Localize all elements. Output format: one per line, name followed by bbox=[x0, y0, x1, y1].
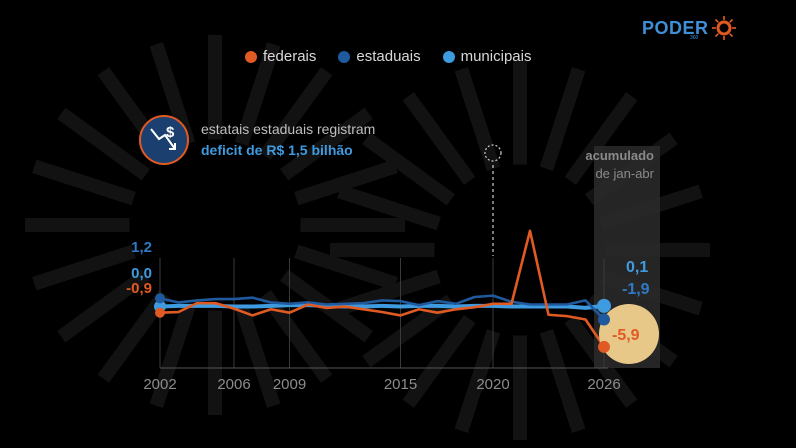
background-ray-1-13 bbox=[402, 92, 476, 185]
background-ray-0-6 bbox=[149, 304, 196, 408]
end-point-estaduais bbox=[598, 313, 610, 326]
legend-dot bbox=[245, 50, 257, 63]
x-tick-2009: 2009 bbox=[273, 376, 306, 393]
start-label-federais: -0,9 bbox=[126, 280, 152, 297]
legend-item-municipais: municipais bbox=[442, 48, 532, 65]
background-ray-1-4 bbox=[539, 329, 586, 433]
dollar-down-icon: $ bbox=[139, 115, 189, 165]
period-label: acumulado de jan-abr bbox=[585, 147, 654, 183]
start-label-estaduais: 1,2 bbox=[131, 239, 152, 256]
legend-item-federais: federais bbox=[245, 48, 316, 65]
legend: federais estaduais municipais bbox=[245, 48, 531, 65]
x-tick-2020: 2020 bbox=[476, 376, 509, 393]
end-label-municipais: 0,1 bbox=[626, 259, 648, 276]
background-ray-0-3 bbox=[259, 290, 333, 383]
background-ray-0-18 bbox=[280, 107, 373, 181]
sun-icon bbox=[711, 16, 736, 40]
background-ray-0-9 bbox=[32, 244, 136, 291]
background-ray-0-1 bbox=[294, 244, 398, 291]
svg-text:$: $ bbox=[166, 124, 175, 141]
background-ray-1-12 bbox=[362, 132, 455, 206]
callout-line2: deficit de R$ 1,5 bilhão bbox=[201, 142, 353, 158]
end-point-federais bbox=[598, 340, 610, 353]
start-point-estaduais bbox=[155, 293, 165, 304]
end-point-municipais bbox=[597, 298, 611, 313]
legend-dot bbox=[338, 50, 351, 63]
background-ray-0-16 bbox=[234, 42, 281, 146]
background-ray-1-17 bbox=[564, 92, 638, 185]
background-ray-1-14 bbox=[454, 67, 501, 171]
background-ray-1-7 bbox=[402, 315, 476, 408]
background-ray-0-12 bbox=[57, 107, 150, 181]
virus-icon bbox=[484, 144, 502, 162]
background-ray-1-11 bbox=[337, 184, 441, 231]
background-ray-0-11 bbox=[32, 159, 136, 206]
callout-line1: estatais estaduais registram bbox=[201, 121, 376, 137]
end-label-estaduais: -1,9 bbox=[622, 281, 650, 298]
series-line-municipais bbox=[159, 303, 605, 310]
poder360-logo: PODER 360 bbox=[642, 15, 737, 41]
legend-item-estaduais: estaduais bbox=[338, 48, 421, 65]
start-point-federais bbox=[155, 307, 165, 318]
legend-dot bbox=[442, 50, 455, 63]
logo-wordmark: PODER bbox=[642, 17, 709, 38]
highlight-circle bbox=[599, 304, 659, 364]
background-ray-1-16 bbox=[539, 67, 586, 171]
legend-label: federais bbox=[263, 48, 317, 65]
background-ray-1-8 bbox=[362, 294, 455, 368]
background-ray-0-17 bbox=[259, 67, 333, 160]
callout: $ estatais estaduais registram deficit d… bbox=[139, 115, 375, 165]
background-ray-0-8 bbox=[57, 269, 150, 343]
end-label-federais: -5,9 bbox=[612, 327, 640, 344]
series-line-federais bbox=[159, 229, 606, 348]
period-label-line2: de jan-abr bbox=[595, 166, 654, 181]
logo-sub: 360 bbox=[690, 35, 699, 41]
series-line-estaduais bbox=[159, 294, 605, 321]
legend-label: municipais bbox=[460, 48, 532, 65]
background-ray-1-6 bbox=[454, 329, 501, 433]
x-tick-2015: 2015 bbox=[384, 376, 417, 393]
x-tick-2006: 2006 bbox=[217, 376, 250, 393]
x-tick-2002: 2002 bbox=[143, 376, 176, 393]
x-tick-2026: 2026 bbox=[587, 376, 620, 393]
legend-label: estaduais bbox=[356, 48, 421, 65]
background-ray-0-4 bbox=[234, 304, 281, 408]
period-label-line1: acumulado bbox=[585, 148, 654, 163]
start-label-municipais: 0,0 bbox=[131, 265, 152, 282]
background-ray-0-19 bbox=[294, 159, 398, 206]
